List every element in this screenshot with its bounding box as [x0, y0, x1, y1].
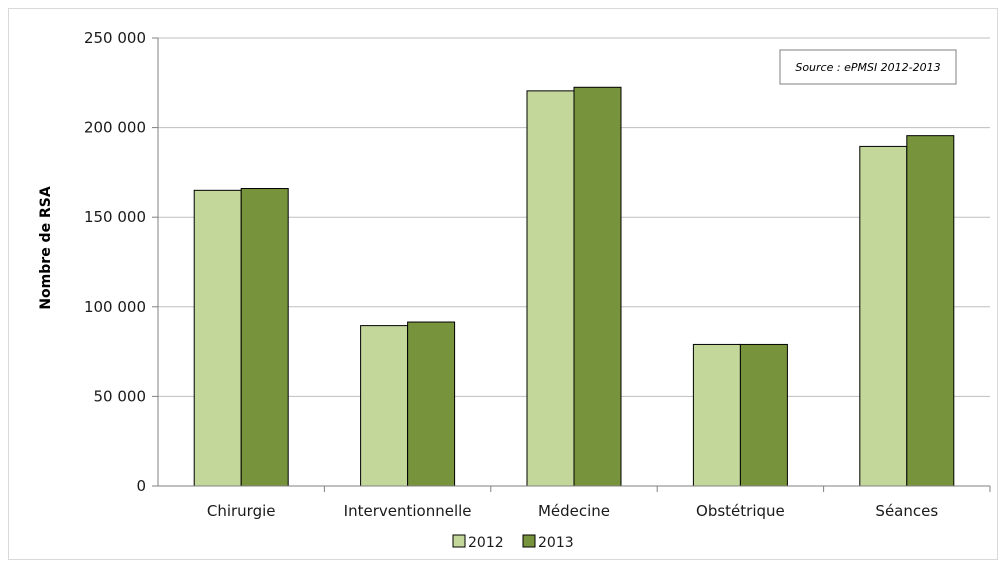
bar-2013-2 [407, 321, 456, 487]
y-tick-label: 250 000 [84, 29, 146, 47]
y-tick-label: 50 000 [94, 387, 147, 405]
legend-swatch-2012 [452, 534, 466, 548]
y-tick-label: 150 000 [84, 208, 146, 226]
legend: 2012 2013 [452, 534, 574, 551]
x-tick-label: Obstétrique [696, 502, 785, 520]
x-tick-label: Interventionnelle [344, 502, 472, 520]
y-tick-labels: 0 50 000 100 000 150 000 200 000 250 000 [84, 29, 146, 495]
y-tick-label: 100 000 [84, 298, 146, 316]
x-tick-label: Chirurgie [207, 502, 276, 520]
bar-2013-3 [573, 86, 622, 487]
bar-2012-3 [526, 90, 575, 487]
x-tick-label: Séances [875, 502, 938, 520]
y-tick-label: 0 [136, 477, 146, 495]
bar-2013-1 [240, 188, 289, 487]
y-tick-label: 200 000 [84, 119, 146, 137]
bar-2012-4 [692, 343, 741, 487]
bar-2013-4 [739, 343, 788, 487]
legend-label-2012: 2012 [468, 535, 504, 551]
bar-2012-5 [859, 145, 908, 487]
source-annotation: Source : ePMSI 2012-2013 [779, 49, 957, 85]
axes [157, 38, 990, 487]
bar-2013-5 [906, 135, 955, 487]
bar-2012-1 [193, 189, 242, 487]
x-tick-label: Médecine [538, 502, 610, 520]
x-tick-labels: Chirurgie Interventionnelle Médecine Obstét… [207, 502, 938, 520]
legend-swatch-2013 [522, 534, 536, 548]
y-axis-title: Nombre de RSA [38, 186, 54, 309]
source-text: Source : ePMSI 2012-2013 [795, 61, 940, 74]
chart-frame [8, 8, 998, 560]
bar-2012-2 [360, 325, 409, 487]
bars [193, 86, 955, 487]
source-box [779, 49, 957, 85]
legend-label-2013: 2013 [538, 535, 574, 551]
